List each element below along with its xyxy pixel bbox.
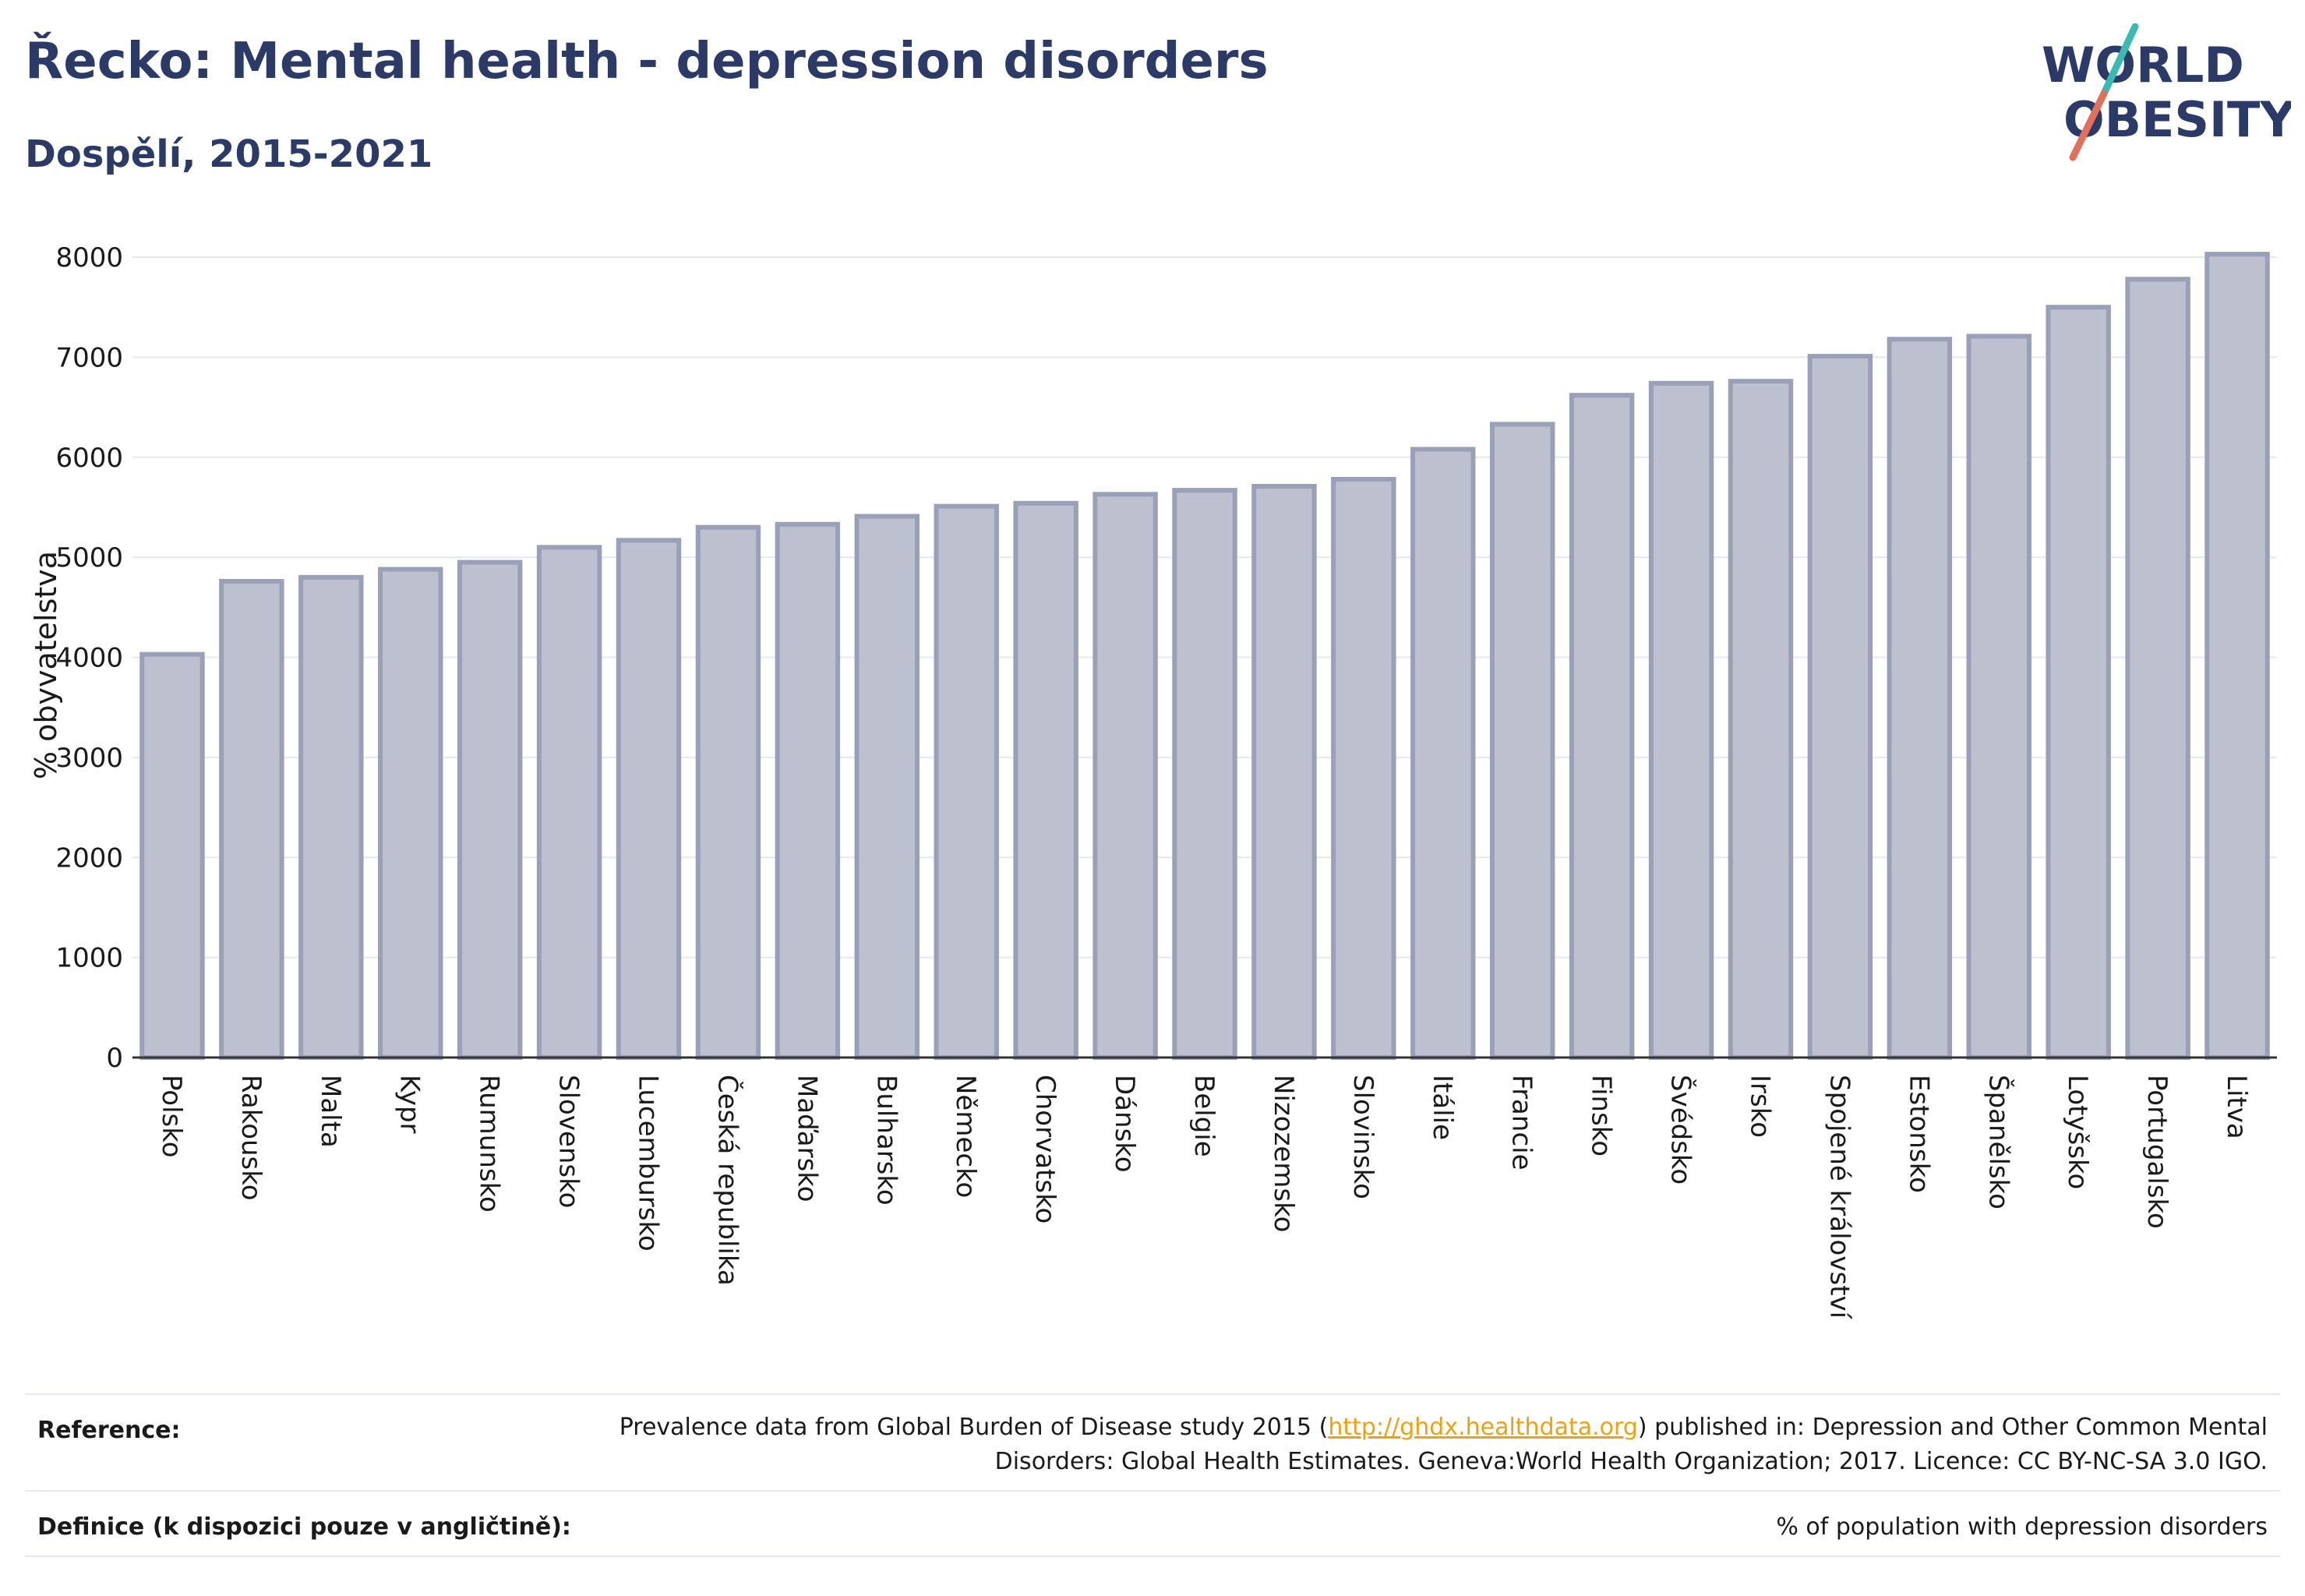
x-tick-label: Finsko <box>1586 1075 1617 1156</box>
bar <box>1966 334 2031 1060</box>
x-tick-label: Rakousko <box>235 1075 267 1201</box>
reference-label: Reference: <box>37 1417 181 1444</box>
bar <box>695 524 761 1060</box>
bar <box>1887 337 1953 1060</box>
bar <box>854 514 920 1060</box>
x-tick-label: Itálie <box>1427 1075 1458 1140</box>
bar <box>2204 252 2270 1060</box>
bar <box>219 578 284 1060</box>
reference-text: Prevalence data from Global Burden of Di… <box>592 1411 2268 1479</box>
y-tick-label: 8000 <box>55 242 123 274</box>
bar <box>1807 354 1873 1060</box>
world-obesity-logo: WORLD OBESITY <box>2042 23 2291 161</box>
chart-title: Řecko: Mental health - depression disord… <box>25 33 1269 90</box>
x-tick-label: Česká republika <box>711 1075 743 1286</box>
y-tick-label: 5000 <box>55 542 123 574</box>
x-tick-label: Belgie <box>1188 1075 1220 1157</box>
x-tick-label: Irsko <box>1744 1075 1775 1138</box>
x-tick-label: Bulharsko <box>870 1075 902 1206</box>
reference-middle-divider <box>25 1490 2280 1492</box>
bar <box>298 574 364 1060</box>
bar <box>1648 380 1714 1060</box>
x-tick-label: Lotyšsko <box>2062 1075 2093 1189</box>
y-tick-label: 3000 <box>55 743 123 774</box>
x-tick-label: Lucembursko <box>633 1075 664 1252</box>
x-tick-label: Nizozemsko <box>1268 1075 1299 1232</box>
bar <box>2125 277 2190 1060</box>
x-tick-label: Německo <box>950 1075 981 1198</box>
bar <box>1013 500 1078 1060</box>
bar <box>1728 379 1794 1060</box>
reference-text-after: ) published in: Depression and Other Com… <box>994 1414 2268 1475</box>
bar <box>934 503 999 1060</box>
logo-slash-red <box>2069 90 2108 161</box>
x-tick-label: Dánsko <box>1109 1075 1140 1173</box>
y-tick-label: 6000 <box>55 443 123 474</box>
bar <box>1489 422 1555 1060</box>
bar <box>1251 483 1317 1060</box>
bar <box>1172 488 1237 1060</box>
x-tick-label: Spojené království <box>1823 1075 1855 1320</box>
x-tick-label: Portugalsko <box>2141 1075 2173 1229</box>
y-tick-label: 7000 <box>55 342 123 373</box>
x-tick-label: Kypr <box>394 1075 425 1134</box>
y-tick-label: 1000 <box>55 943 123 974</box>
reference-bottom-divider <box>25 1555 2280 1557</box>
y-tick-label: 2000 <box>55 842 123 874</box>
reference-text-before: Prevalence data from Global Burden of Di… <box>619 1414 1329 1441</box>
logo-slash-teal <box>2100 23 2139 97</box>
logo-line1: WORLD <box>2042 37 2244 94</box>
bar <box>1569 393 1635 1061</box>
chart-subtitle: Dospělí, 2015-2021 <box>25 132 433 176</box>
bar <box>378 567 443 1060</box>
bar <box>457 560 523 1060</box>
x-tick-label: Polsko <box>156 1075 187 1158</box>
definition-label: Definice (k dispozici pouze v angličtině… <box>37 1513 571 1541</box>
y-axis-title: % obyvatelstva <box>29 551 63 779</box>
y-tick-label: 0 <box>106 1043 123 1074</box>
x-tick-label: Chorvatsko <box>1029 1075 1061 1223</box>
bar <box>1092 492 1158 1060</box>
x-tick-label: Maďarsko <box>791 1075 822 1202</box>
x-tick-label: Estonsko <box>1903 1075 1934 1193</box>
x-tick-label: Švédsko <box>1665 1075 1697 1185</box>
reference-top-divider <box>25 1393 2280 1395</box>
bar-chart: 0 1000 2000 3000 4000 5000 6000 7000 8000 Polsko… <box>29 242 2277 1320</box>
reference-link[interactable]: http://ghdx.healthdata.org <box>1328 1414 1638 1441</box>
x-tick-label: Rumunsko <box>474 1075 505 1213</box>
x-tick-label: Španělsko <box>1982 1075 2014 1209</box>
bar <box>2046 305 2111 1060</box>
bar <box>536 545 602 1060</box>
x-tick-labels: Polsko Rakousko Malta Kypr Rumunsko Slovensko… <box>156 1075 2252 1320</box>
bar <box>775 521 841 1060</box>
definition-text: % of population with depression disorder… <box>1776 1513 2268 1541</box>
x-tick-label: Slovensko <box>553 1075 584 1208</box>
x-tick-label: Malta <box>315 1075 346 1148</box>
bar <box>1410 447 1476 1060</box>
bar <box>616 538 682 1060</box>
y-tick-label: 4000 <box>55 643 123 674</box>
bar <box>139 651 205 1060</box>
x-tick-label: Francie <box>1506 1075 1537 1171</box>
bar <box>1331 476 1396 1060</box>
bar-layer <box>139 252 2270 1061</box>
x-tick-label: Litva <box>2221 1075 2252 1139</box>
x-tick-label: Slovinsko <box>1347 1075 1378 1199</box>
y-tick-labels: 0 1000 2000 3000 4000 5000 6000 7000 8000 <box>55 242 123 1074</box>
